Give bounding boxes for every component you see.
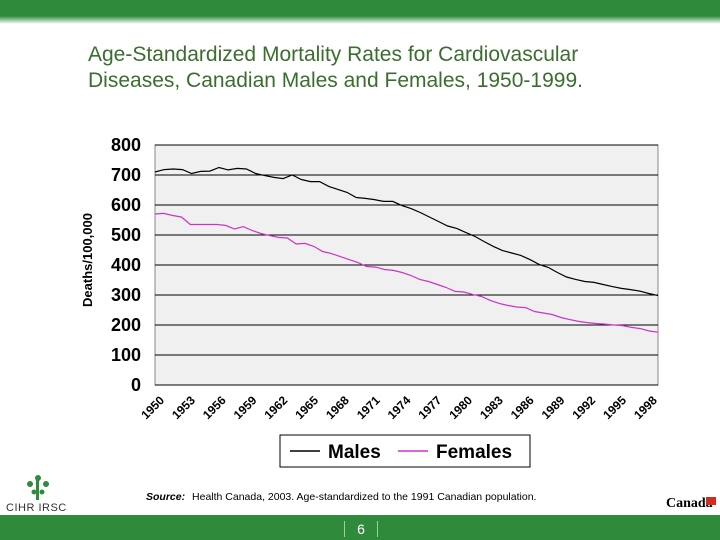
x-tick-label: 1962 — [262, 393, 291, 422]
series-line-males — [154, 166, 659, 297]
source-note: Source: Health Canada, 2003. Age-standar… — [146, 491, 536, 503]
x-tick-label: 1977 — [416, 393, 445, 422]
x-tick-label: 1950 — [138, 393, 167, 422]
mortality-line-chart: 0 100 200 300 400 500 600 700 800 Deaths/100,000 1… — [80, 135, 660, 468]
y-tick-label: 0 — [131, 375, 141, 395]
x-tick-label: 1953 — [169, 393, 198, 422]
legend-label: Males — [328, 442, 381, 463]
x-tick-label: 1989 — [539, 393, 568, 422]
y-tick-label: 200 — [111, 315, 141, 335]
x-tick-label: 1986 — [508, 393, 537, 422]
y-tick-label: 400 — [111, 255, 141, 275]
canada-wordmark: Canada — [666, 496, 713, 511]
title-line-2: Diseases, Canadian Males and Females, 19… — [88, 69, 583, 92]
x-tick-label: 1956 — [200, 393, 229, 422]
source-text: Health Canada, 2003. Age-standardized to… — [192, 491, 537, 503]
bottom-banner: 6 — [0, 515, 720, 540]
x-tick-label: 1971 — [354, 393, 383, 422]
x-tick-label: 1980 — [446, 393, 475, 422]
x-tick-label: 1959 — [231, 393, 260, 422]
y-tick-label: 500 — [111, 225, 141, 245]
legend-label: Females — [436, 442, 512, 463]
series-line-females — [154, 212, 659, 333]
top-banner — [0, 0, 720, 24]
x-tick-label: 1995 — [600, 393, 629, 422]
slide-title: Age-Standardized Mortality Rates for Car… — [88, 42, 688, 94]
x-tick-label: 1968 — [323, 393, 352, 422]
page-number: 6 — [344, 521, 378, 537]
x-tick-label: 1998 — [631, 393, 660, 422]
x-tick-label: 1974 — [385, 393, 414, 422]
y-tick-label: 800 — [111, 135, 141, 155]
y-tick-label: 300 — [111, 285, 141, 305]
cihr-leaf-logo-icon — [27, 475, 49, 500]
y-tick-label: 600 — [111, 195, 141, 215]
y-tick-label: 100 — [111, 345, 141, 365]
y-tick-label: 700 — [111, 165, 141, 185]
title-line-1: Age-Standardized Mortality Rates for Car… — [88, 43, 579, 66]
y-axis-label: Deaths/100,000 — [80, 213, 95, 307]
legend-box — [279, 434, 531, 468]
x-tick-label: 1965 — [292, 393, 321, 422]
source-label: Source: — [146, 491, 186, 503]
x-tick-label: 1983 — [477, 393, 506, 422]
x-tick-label: 1992 — [569, 393, 598, 422]
cihr-logo-text: CIHR IRSC — [6, 502, 67, 514]
canada-flag-icon — [706, 497, 716, 505]
